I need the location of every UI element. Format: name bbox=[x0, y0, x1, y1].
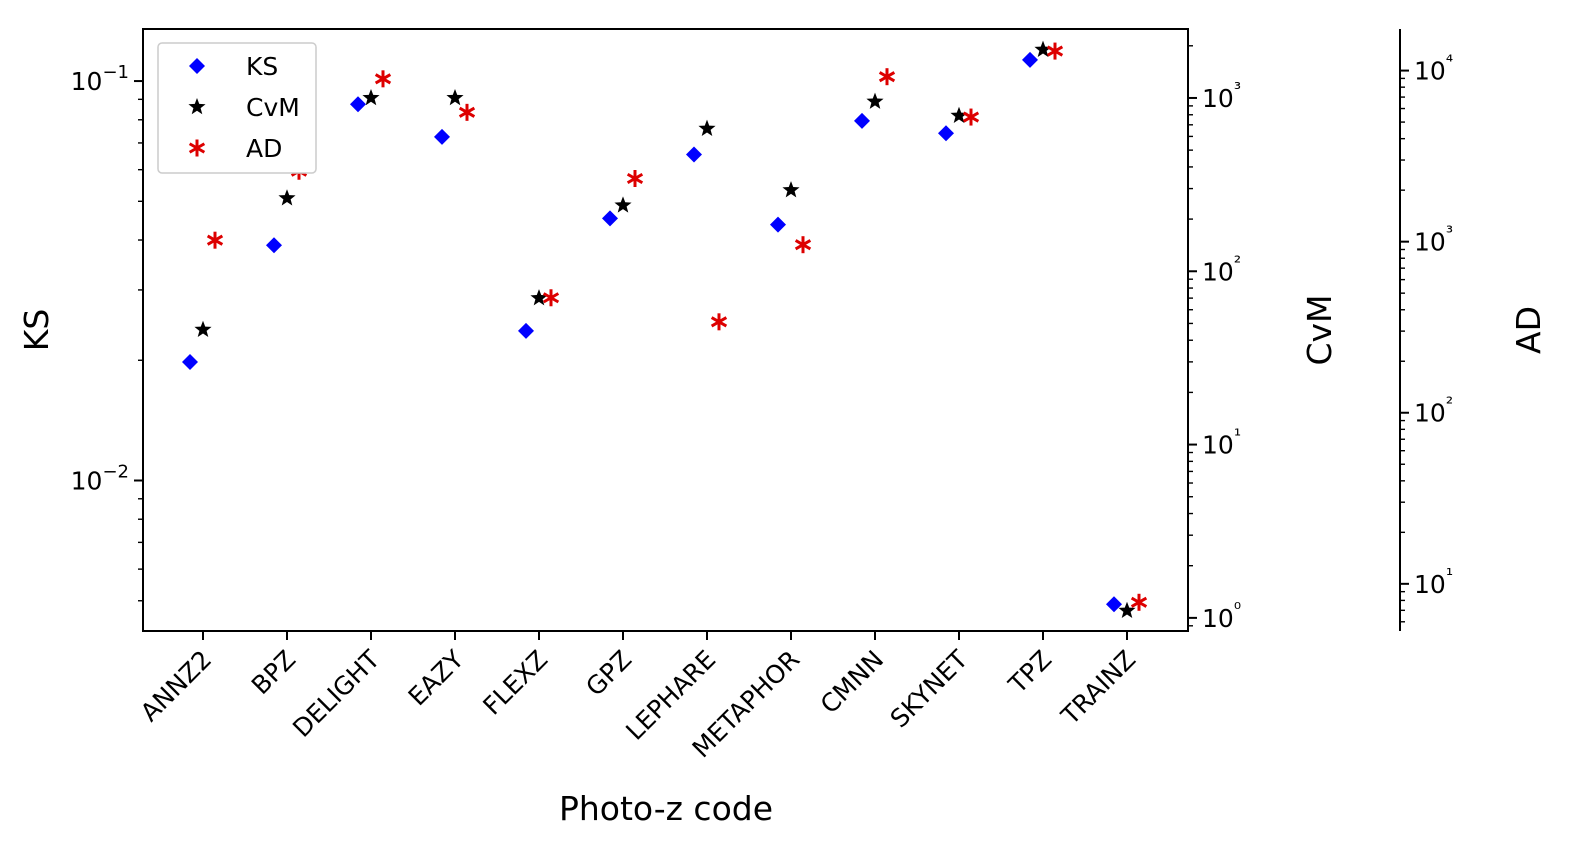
ks-tick-label: 10−2 bbox=[71, 462, 129, 496]
ks-point bbox=[266, 237, 282, 254]
legend-marker-ks bbox=[189, 58, 205, 74]
x-tick-label: CMNN bbox=[815, 645, 890, 720]
cvm-point bbox=[362, 88, 380, 106]
ks-point bbox=[602, 210, 618, 227]
ks-axis: 10−2 10−1 bbox=[71, 62, 143, 602]
ks-point bbox=[770, 216, 786, 233]
x-axis-title: Photo-z code bbox=[559, 789, 773, 828]
ad-point bbox=[542, 289, 560, 307]
x-tick-label: SKYNET bbox=[885, 644, 974, 733]
ad-point bbox=[1130, 593, 1148, 611]
cvm-axis-title: CvM bbox=[1300, 294, 1339, 365]
ad-tick-label: 10³ bbox=[1414, 223, 1453, 257]
cvm-point bbox=[782, 181, 800, 198]
cvm-point bbox=[194, 320, 212, 337]
ks-point bbox=[350, 96, 366, 113]
x-tick-label: TPZ bbox=[1002, 645, 1057, 700]
ks-point bbox=[938, 125, 954, 142]
ks-point bbox=[518, 322, 534, 339]
ad-tick-label: 10¹ bbox=[1414, 565, 1453, 599]
ks-tick-label: 10−1 bbox=[71, 62, 129, 96]
cvm-tick-label: 10¹ bbox=[1202, 426, 1241, 460]
ks-point bbox=[854, 112, 870, 129]
ad-point bbox=[626, 169, 644, 187]
cvm-point bbox=[1118, 601, 1136, 618]
ad-point bbox=[206, 231, 224, 249]
axes-layer bbox=[142, 28, 1401, 632]
ad-tick-label: 10² bbox=[1414, 394, 1453, 428]
x-tick-label: DELIGHT bbox=[287, 644, 386, 743]
legend-label-cvm: CvM bbox=[246, 93, 300, 122]
cvm-point bbox=[278, 189, 296, 206]
ad-point bbox=[794, 236, 812, 254]
ks-axis-title: KS bbox=[17, 309, 56, 352]
plot-frame bbox=[142, 28, 1189, 632]
cvm-point bbox=[614, 196, 632, 213]
legend-label-ad: AD bbox=[246, 134, 282, 163]
ks-point bbox=[182, 354, 198, 371]
cvm-axis: 10⁰ 10¹ 10² 10³ bbox=[1188, 45, 1241, 633]
ad-axis: 10¹ 10² 10³ 10⁴ bbox=[1400, 52, 1453, 623]
ad-point bbox=[962, 108, 980, 126]
legend-marker-cvm bbox=[188, 98, 206, 115]
data-points bbox=[182, 40, 1148, 618]
x-tick-label: GPZ bbox=[580, 645, 637, 702]
ad-point bbox=[710, 313, 728, 331]
legend: KS CvM AD bbox=[157, 42, 317, 174]
x-tick-label: EAZY bbox=[403, 644, 470, 711]
x-tick-label: BPZ bbox=[246, 645, 301, 700]
cvm-point bbox=[1034, 40, 1052, 57]
cvm-tick-label: 10⁰ bbox=[1202, 599, 1241, 633]
ks-point bbox=[1022, 51, 1038, 68]
cvm-tick-label: 10³ bbox=[1202, 79, 1241, 113]
ks-point bbox=[434, 128, 450, 145]
cvm-point bbox=[698, 119, 716, 136]
ad-tick-label: 10⁴ bbox=[1414, 52, 1453, 86]
legend-marker-ad bbox=[188, 139, 206, 157]
ad-point bbox=[374, 70, 392, 88]
x-tick-label: FLEXZ bbox=[477, 645, 553, 721]
cvm-point bbox=[530, 289, 548, 306]
ks-point bbox=[1106, 596, 1122, 613]
ad-point bbox=[1046, 42, 1064, 60]
cvm-point bbox=[866, 92, 884, 109]
x-tick-label: TRAINZ bbox=[1055, 645, 1141, 731]
cvm-point bbox=[950, 106, 968, 123]
cvm-point bbox=[446, 88, 464, 106]
x-tick-label: ANNZ2 bbox=[135, 645, 217, 727]
cvm-tick-label: 10² bbox=[1202, 252, 1241, 286]
ad-point bbox=[878, 68, 896, 86]
ks-point bbox=[686, 146, 702, 163]
ad-point bbox=[458, 103, 476, 121]
legend-label-ks: KS bbox=[246, 52, 278, 81]
ad-axis-title: AD bbox=[1509, 306, 1548, 354]
